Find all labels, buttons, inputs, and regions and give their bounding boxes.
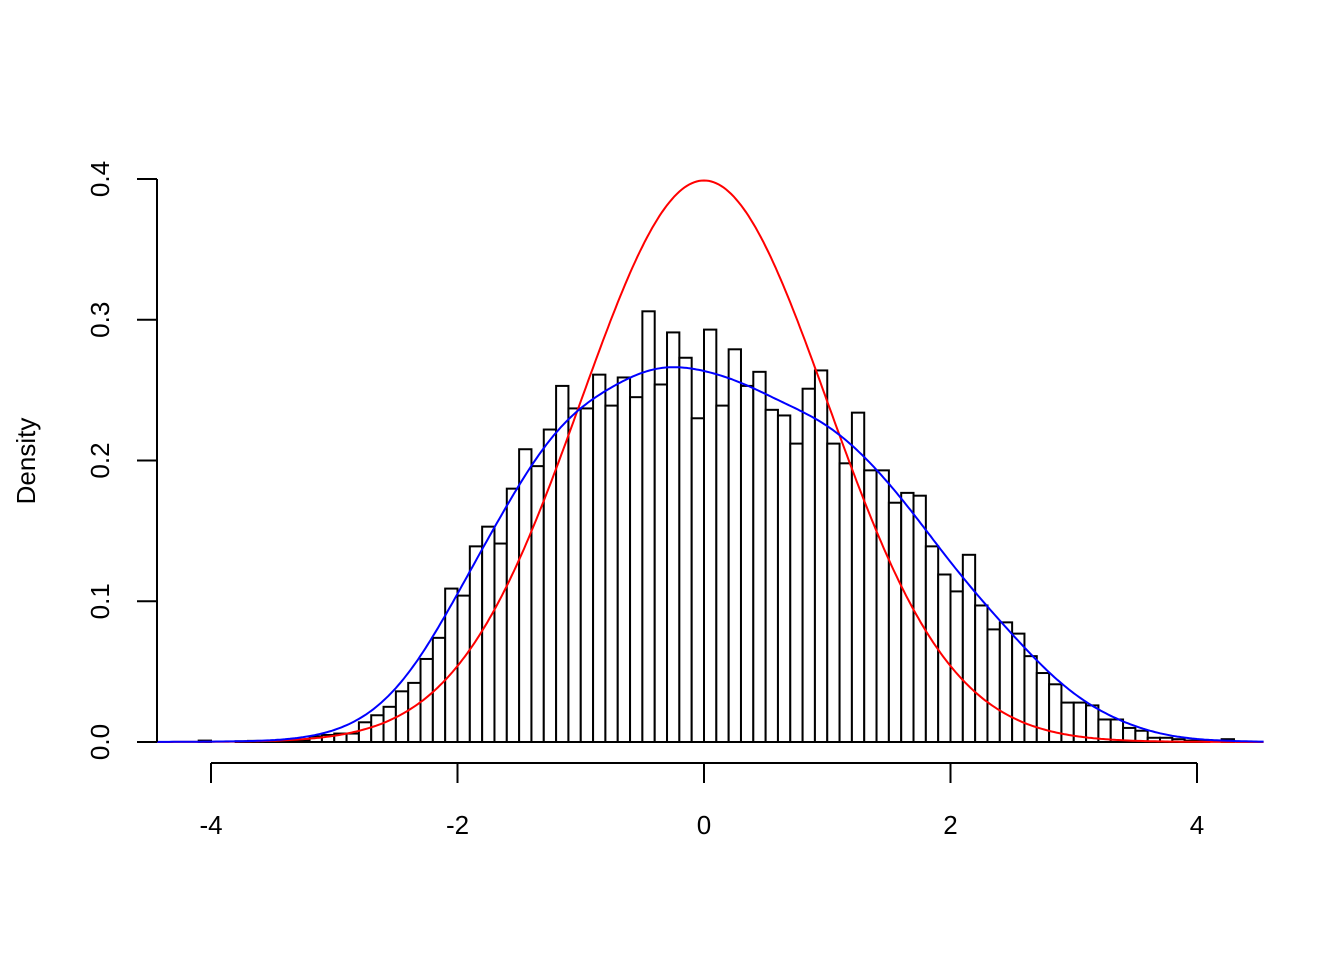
histogram-bar — [629, 396, 644, 743]
histogram-bar — [986, 628, 1001, 744]
histogram-bar — [1023, 655, 1038, 744]
y-tick-label: 0.3 — [85, 302, 115, 338]
x-axis: -4 -2 0 2 4 — [199, 762, 1204, 840]
histogram-bar — [1085, 704, 1100, 744]
histogram-bar — [1109, 718, 1125, 743]
histogram-bar — [283, 740, 299, 744]
histogram-bar — [739, 384, 755, 743]
histogram-bar — [616, 376, 632, 743]
histogram-bar — [801, 387, 816, 743]
histogram-bar — [666, 331, 681, 743]
histogram-bar — [1134, 729, 1149, 743]
histogram-bar — [296, 739, 311, 744]
histogram-bar — [481, 525, 496, 744]
histogram-bar — [887, 501, 903, 743]
histogram-bar — [1035, 672, 1051, 743]
histogram-bar — [764, 408, 779, 743]
histogram-bar — [493, 542, 508, 743]
y-axis: 0.0 0.1 0.2 0.3 0.4 — [85, 161, 158, 760]
histogram-bar — [826, 442, 841, 743]
y-tick-label: 0.2 — [85, 442, 115, 478]
y-tick-label: 0.4 — [85, 161, 115, 197]
histogram-bar — [542, 428, 558, 743]
x-tick-label: 2 — [943, 810, 957, 840]
histogram-bar — [813, 369, 829, 743]
histogram-bar — [604, 404, 619, 743]
histogram-bar — [690, 417, 705, 743]
histogram-bar — [567, 407, 582, 743]
y-tick-label: 0.0 — [85, 724, 115, 760]
histogram-bar — [752, 370, 767, 743]
histogram-bars — [197, 310, 1235, 744]
x-tick-label: 0 — [697, 810, 711, 840]
x-tick-label: -2 — [446, 810, 469, 840]
histogram-bar — [382, 705, 397, 743]
histogram-bar — [900, 491, 915, 743]
histogram-bar — [592, 373, 607, 743]
histogram-bar — [357, 721, 373, 743]
histogram-bar — [789, 442, 804, 743]
normal-density-curve — [156, 179, 1264, 743]
histogram-bar — [961, 553, 977, 743]
x-tick-label: 4 — [1190, 810, 1204, 840]
histogram-bar — [653, 383, 669, 743]
histogram-bar — [370, 714, 385, 744]
histogram-bar — [924, 545, 940, 743]
histogram-bar — [863, 469, 878, 743]
histogram-bar — [974, 604, 989, 743]
y-axis-title: Density — [11, 418, 41, 505]
x-tick-label: -4 — [199, 810, 222, 840]
histogram-bar — [875, 469, 890, 743]
histogram-bar — [838, 462, 853, 743]
kde-curve — [156, 366, 1264, 743]
histogram-bar — [776, 414, 792, 743]
histogram-bar — [703, 328, 718, 743]
histogram-bar — [998, 621, 1014, 743]
histogram-bar — [641, 310, 656, 743]
y-tick-label: 0.1 — [85, 583, 115, 619]
histogram-bar — [678, 356, 693, 743]
histogram-bar — [850, 411, 866, 743]
histogram-bar — [1011, 632, 1026, 743]
histogram-bar — [345, 732, 360, 743]
histogram-bar — [727, 348, 742, 743]
histogram-bar — [468, 545, 484, 743]
histogram-bar — [518, 448, 533, 743]
histogram-bar — [456, 594, 471, 743]
histogram-bar — [715, 404, 730, 743]
histogram-bar — [407, 681, 422, 744]
histogram-bar — [505, 487, 521, 743]
histogram-bar — [579, 407, 595, 743]
